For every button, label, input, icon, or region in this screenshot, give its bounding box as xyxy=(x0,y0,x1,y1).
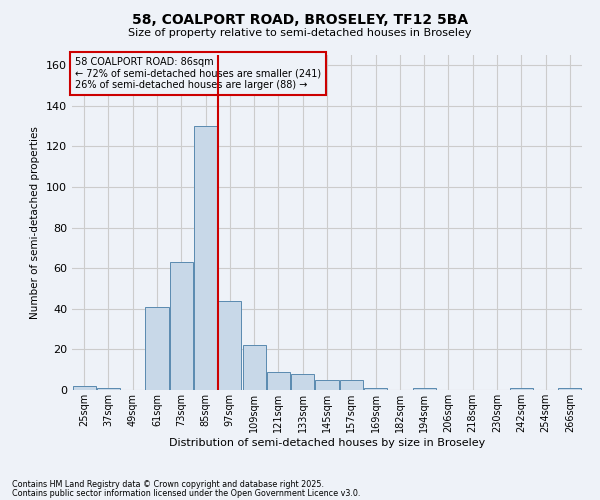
Bar xyxy=(194,126,217,390)
Text: Contains public sector information licensed under the Open Government Licence v3: Contains public sector information licen… xyxy=(12,488,361,498)
Bar xyxy=(145,307,169,390)
Bar xyxy=(316,380,338,390)
Bar xyxy=(267,372,290,390)
Text: 58 COALPORT ROAD: 86sqm
← 72% of semi-detached houses are smaller (241)
26% of s: 58 COALPORT ROAD: 86sqm ← 72% of semi-de… xyxy=(74,56,320,90)
Bar xyxy=(170,262,193,390)
Bar xyxy=(340,380,363,390)
Bar xyxy=(559,388,581,390)
Bar xyxy=(242,346,266,390)
Bar xyxy=(73,386,95,390)
Bar xyxy=(291,374,314,390)
Text: Contains HM Land Registry data © Crown copyright and database right 2025.: Contains HM Land Registry data © Crown c… xyxy=(12,480,324,489)
X-axis label: Distribution of semi-detached houses by size in Broseley: Distribution of semi-detached houses by … xyxy=(169,438,485,448)
Text: Size of property relative to semi-detached houses in Broseley: Size of property relative to semi-detach… xyxy=(128,28,472,38)
Text: 58, COALPORT ROAD, BROSELEY, TF12 5BA: 58, COALPORT ROAD, BROSELEY, TF12 5BA xyxy=(132,12,468,26)
Bar xyxy=(510,388,533,390)
Bar xyxy=(97,388,120,390)
Bar xyxy=(218,300,241,390)
Y-axis label: Number of semi-detached properties: Number of semi-detached properties xyxy=(31,126,40,319)
Bar xyxy=(364,388,387,390)
Bar xyxy=(413,388,436,390)
